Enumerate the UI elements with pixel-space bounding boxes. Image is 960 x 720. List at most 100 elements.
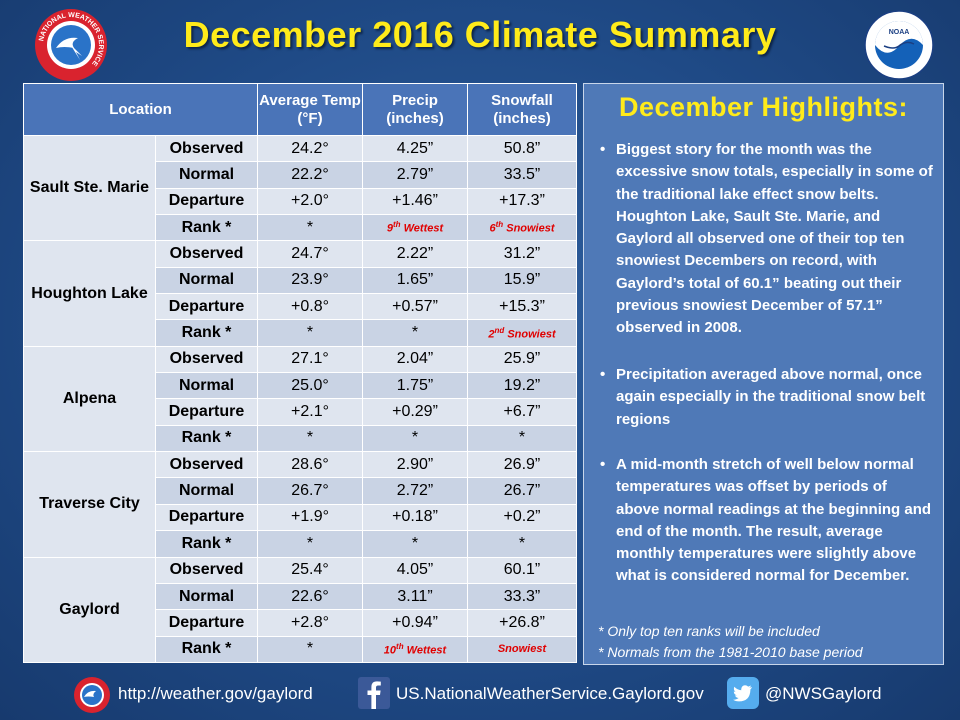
snowfall-value: +15.3” <box>467 293 577 321</box>
temp-value: +0.8° <box>257 293 363 321</box>
temp-value: 24.2° <box>257 134 363 163</box>
row-label: Rank * <box>155 214 258 242</box>
precip-value: 4.25” <box>362 134 468 163</box>
temp-value: 25.4° <box>257 556 363 584</box>
footer-website[interactable]: http://weather.gov/gaylord <box>72 676 342 713</box>
page-title: December 2016 Climate Summary <box>183 14 777 55</box>
snowfall-value: Snowiest <box>467 635 577 664</box>
header-snowfall: Snowfall (inches) <box>467 83 577 136</box>
table-row: Normal 25.0° 1.75” 19.2” <box>24 372 577 400</box>
snowfall-value: +6.7” <box>467 398 577 426</box>
facebook-link[interactable]: US.NationalWeatherService.Gaylord.gov <box>396 684 704 703</box>
temp-value: * <box>257 424 363 453</box>
precip-value: 2.04” <box>362 345 468 374</box>
climate-table-body: Sault Ste. Marie Observed 24.2° 4.25” 50.8” N… <box>23 134 577 664</box>
row-label: Normal <box>155 477 258 505</box>
temp-value: * <box>257 319 363 347</box>
noaa-text: NOAA <box>889 29 910 36</box>
location-name: Houghton Lake <box>23 240 156 347</box>
footnote-normals: * Normals from the 1981-2010 base period <box>598 644 863 660</box>
location-name: Sault Ste. Marie <box>23 134 156 242</box>
row-label: Normal <box>155 266 258 295</box>
snowfall-value: +17.3” <box>467 187 577 216</box>
row-label: Observed <box>155 134 258 163</box>
location-name: Alpena <box>23 345 156 453</box>
table-row: Sault Ste. Marie Observed 24.2° 4.25” 50.8” <box>23 134 577 242</box>
header-precip: Precip (inches) <box>362 83 468 136</box>
footnote-ranks: * Only top ten ranks will be included <box>598 623 820 639</box>
row-label: Rank * <box>155 424 258 453</box>
temp-value: +2.1° <box>257 398 363 426</box>
footer-facebook[interactable]: US.NationalWeatherService.Gaylord.gov <box>358 676 718 712</box>
twitter-handle[interactable]: @NWSGaylord <box>765 684 882 703</box>
snowfall-value: 15.9” <box>467 266 577 295</box>
snowfall-value: * <box>467 530 577 558</box>
precip-value: 2.90” <box>362 451 468 479</box>
precip-value: 3.11” <box>362 582 468 611</box>
table-row: Rank * * 9th Wettest 6th Snowiest <box>24 214 577 242</box>
row-label: Departure <box>155 293 258 321</box>
highlights-panel: December Highlights: Biggest story for t… <box>583 83 944 665</box>
precip-value: 1.75” <box>362 372 468 400</box>
row-label: Observed <box>155 556 258 584</box>
table-row: Departure +2.8° +0.94” +26.8” <box>24 609 577 637</box>
header-temp: Average Temp (°F) <box>257 83 363 136</box>
temp-value: * <box>257 214 363 242</box>
footnotes: * Only top ten ranks will be included * … <box>598 621 938 663</box>
precip-value: +1.46” <box>362 187 468 216</box>
table-row: Departure +2.0° +1.46” +17.3” <box>24 187 577 216</box>
snowfall-value: +0.2” <box>467 503 577 532</box>
snowfall-value: 2nd Snowiest <box>467 319 577 347</box>
table-row: Houghton Lake Observed 24.7° 2.22” 31.2” <box>23 240 577 347</box>
row-label: Observed <box>155 240 258 268</box>
header-location: Location <box>23 83 258 136</box>
temp-value: +2.0° <box>257 187 363 216</box>
precip-value: * <box>362 424 468 453</box>
precip-value: 2.22” <box>362 240 468 268</box>
temp-value: 22.6° <box>257 582 363 611</box>
temp-value: 24.7° <box>257 240 363 268</box>
website-link[interactable]: http://weather.gov/gaylord <box>118 684 313 703</box>
table-row: Rank * * 10th Wettest Snowiest <box>24 635 577 664</box>
precip-value: 1.65” <box>362 266 468 295</box>
snowfall-value: 50.8” <box>467 134 577 163</box>
precip-value: +0.18” <box>362 503 468 532</box>
temp-value: * <box>257 635 363 664</box>
temp-value: +1.9° <box>257 503 363 532</box>
row-label: Normal <box>155 372 258 400</box>
climate-table: Location Average Temp (°F) Precip (inche… <box>23 83 577 664</box>
precip-value: +0.29” <box>362 398 468 426</box>
precip-value: 4.05” <box>362 556 468 584</box>
location-name: Traverse City <box>23 451 156 558</box>
row-label: Departure <box>155 187 258 216</box>
table-row: Departure +2.1° +0.29” +6.7” <box>24 398 577 426</box>
table-row: Normal 23.9° 1.65” 15.9” <box>24 266 577 295</box>
highlights-list: Biggest story for the month was the exce… <box>598 139 933 614</box>
highlight-bullet: Precipitation averaged above normal, onc… <box>598 364 933 454</box>
row-label: Rank * <box>155 635 258 664</box>
nws-logo: NATIONAL WEATHER SERVICE <box>35 9 107 81</box>
highlights-title: December Highlights: <box>618 92 909 122</box>
temp-value: 22.2° <box>257 161 363 189</box>
footer-twitter[interactable]: @NWSGaylord <box>727 676 907 712</box>
noaa-logo: NOAA <box>864 10 934 80</box>
table-row: Alpena Observed 27.1° 2.04” 25.9” <box>23 345 577 453</box>
precip-value: +0.94” <box>362 609 468 637</box>
precip-value: 2.79” <box>362 161 468 189</box>
precip-value: * <box>362 530 468 558</box>
row-label: Observed <box>155 451 258 479</box>
temp-value: +2.8° <box>257 609 363 637</box>
row-label: Normal <box>155 582 258 611</box>
temp-value: 26.7° <box>257 477 363 505</box>
row-label: Departure <box>155 609 258 637</box>
row-label: Normal <box>155 161 258 189</box>
precip-value: 2.72” <box>362 477 468 505</box>
snowfall-value: 31.2” <box>467 240 577 268</box>
temp-value: 27.1° <box>257 345 363 374</box>
snowfall-value: 19.2” <box>467 372 577 400</box>
snowfall-value: 60.1” <box>467 556 577 584</box>
row-label: Departure <box>155 398 258 426</box>
temp-value: 25.0° <box>257 372 363 400</box>
facebook-icon <box>358 677 390 709</box>
snowfall-value: 25.9” <box>467 345 577 374</box>
